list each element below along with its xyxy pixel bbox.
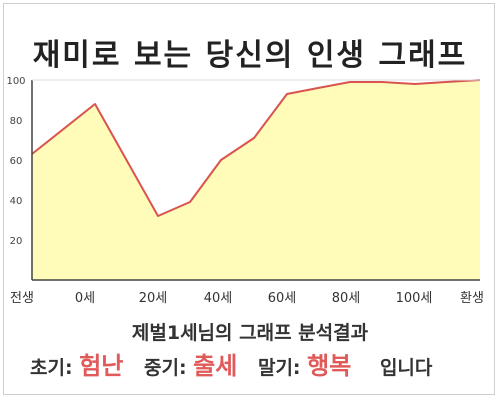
- y-tick-label: 60: [10, 156, 23, 167]
- y-tick-label: 40: [10, 196, 23, 207]
- y-tick-label: 20: [10, 236, 23, 247]
- analysis-subtitle: 제벌1세님의 그래프 분석결과: [131, 322, 369, 344]
- x-tick-label: 100세: [396, 291, 433, 306]
- x-tick-label: 60세: [268, 291, 297, 306]
- ending-text: 입니다: [379, 357, 433, 379]
- page-title: 재미로 보는 당신의 인생 그래프: [32, 38, 468, 73]
- late-value: 행복: [307, 352, 352, 380]
- mid-value: 출세: [193, 352, 238, 380]
- early-value: 험난: [79, 352, 124, 380]
- outer-frame: [3, 3, 495, 395]
- area-fill: [32, 80, 480, 280]
- x-tick-label: 환생: [460, 291, 484, 306]
- mid-label: 중기:: [143, 357, 187, 379]
- x-tick-label: 80세: [332, 291, 361, 306]
- analysis-result: 초기: 험난 중기: 출세 말기: 행복 입니다: [30, 346, 490, 381]
- y-tick-label: 100: [6, 76, 25, 87]
- x-tick-label: 20세: [139, 291, 168, 306]
- x-tick-label: 전생: [10, 291, 34, 306]
- y-tick-label: 80: [10, 116, 23, 127]
- x-tick-label: 40세: [204, 291, 233, 306]
- series-line: [31, 79, 481, 217]
- late-label: 말기:: [257, 357, 301, 379]
- x-tick-label: 0세: [75, 291, 95, 306]
- early-label: 초기:: [30, 357, 73, 379]
